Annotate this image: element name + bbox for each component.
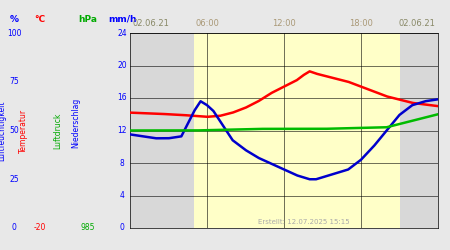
- Text: 24: 24: [117, 28, 127, 38]
- Text: hPa: hPa: [78, 15, 98, 24]
- Text: 25: 25: [9, 175, 19, 184]
- Text: 06:00: 06:00: [195, 19, 219, 28]
- Text: 18:00: 18:00: [349, 19, 373, 28]
- Text: 100: 100: [7, 28, 21, 38]
- Text: 8: 8: [120, 158, 124, 168]
- Text: Erstellt: 12.07.2025 15:15: Erstellt: 12.07.2025 15:15: [258, 220, 350, 226]
- Text: 0: 0: [120, 224, 125, 232]
- Text: 0: 0: [12, 224, 17, 232]
- Text: °C: °C: [35, 15, 45, 24]
- Text: Luftdruck: Luftdruck: [53, 112, 62, 149]
- Text: Luftfeuchtigkeit: Luftfeuchtigkeit: [0, 100, 7, 161]
- Text: Niederschlag: Niederschlag: [71, 98, 80, 148]
- Text: 02.06.21: 02.06.21: [399, 19, 436, 28]
- Text: 20: 20: [117, 61, 127, 70]
- Text: 12: 12: [117, 126, 127, 135]
- Text: -20: -20: [34, 224, 46, 232]
- Text: %: %: [9, 15, 18, 24]
- Text: 12:00: 12:00: [272, 19, 296, 28]
- Bar: [130, 33, 194, 228]
- Text: 4: 4: [120, 191, 125, 200]
- Text: Temperatur: Temperatur: [19, 108, 28, 152]
- Text: 50: 50: [9, 126, 19, 135]
- Text: mm/h: mm/h: [108, 15, 136, 24]
- Text: 985: 985: [81, 224, 95, 232]
- Text: 16: 16: [117, 94, 127, 102]
- Text: 75: 75: [9, 77, 19, 86]
- Bar: [400, 33, 438, 228]
- Bar: [194, 33, 400, 228]
- Text: 02.06.21: 02.06.21: [132, 19, 169, 28]
